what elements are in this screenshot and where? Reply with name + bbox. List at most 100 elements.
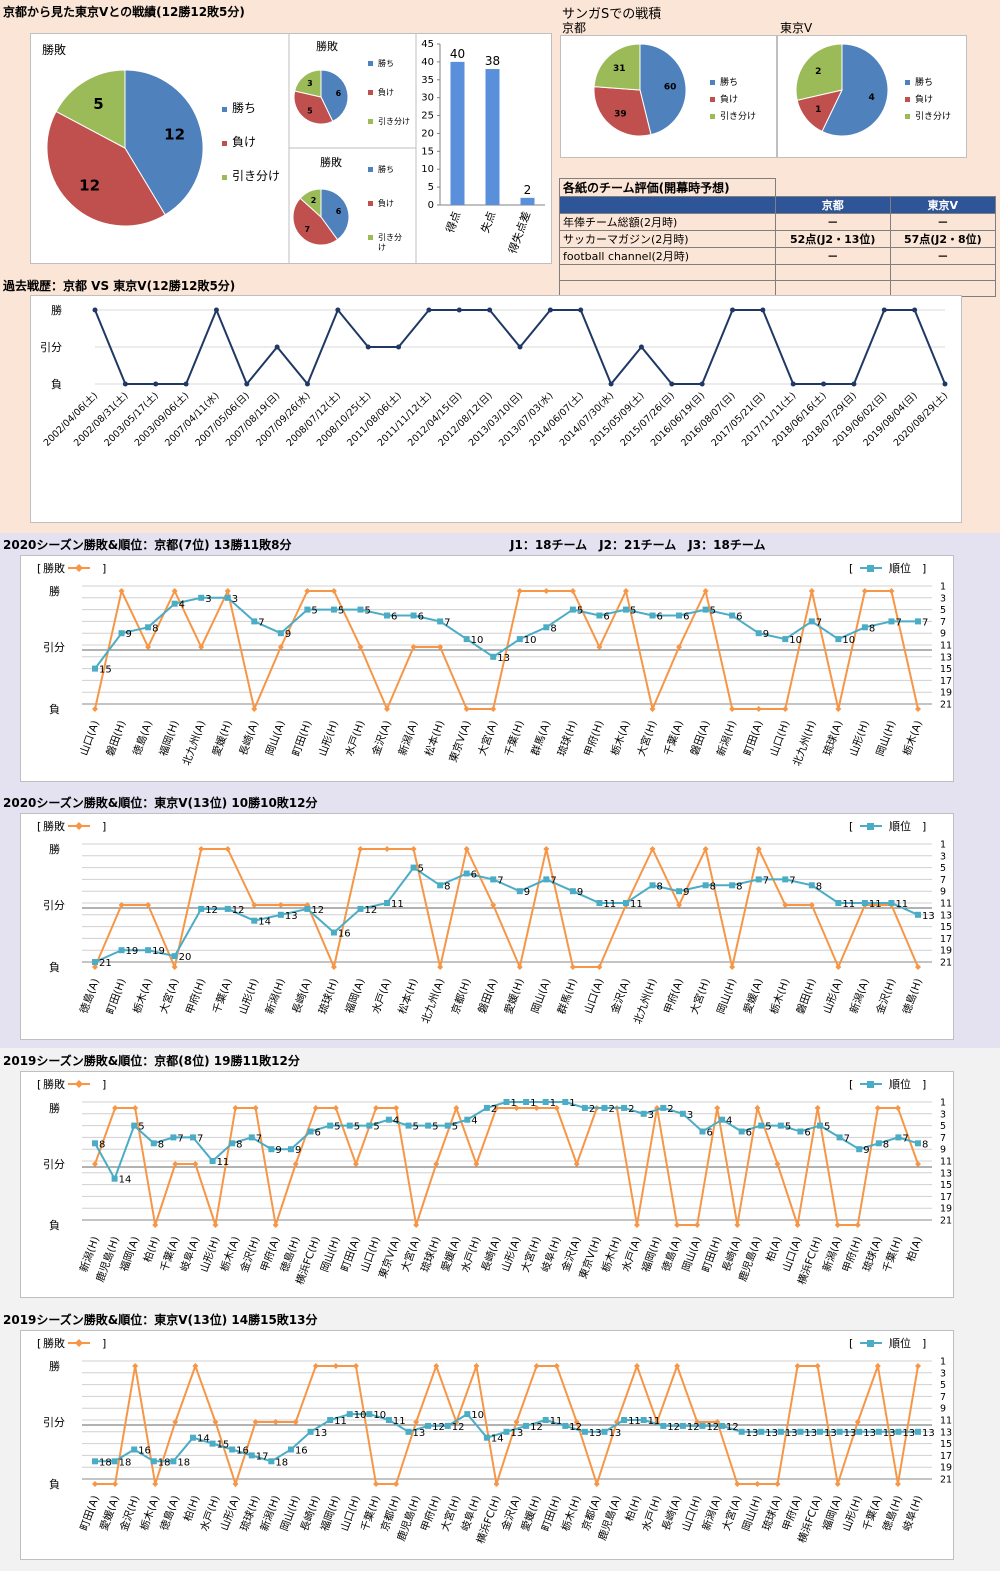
- goals-bar-value: 2: [524, 183, 532, 197]
- small-pie-1-label: 6: [336, 89, 342, 98]
- s2020-kyoto-opponent-label: 徳島(A): [130, 719, 155, 758]
- s2020-tokyo-rank-tick: 19: [940, 946, 952, 957]
- s2019-tokyo-rank-point: [248, 1452, 255, 1459]
- s2020-kyoto-result-point: [437, 644, 444, 650]
- sanga-kyoto-pie-slice: [639, 43, 687, 136]
- s2019-tokyo-rank-point: [542, 1417, 549, 1423]
- s2019-kyoto-result-point: [874, 1105, 881, 1111]
- s2019-tokyo-rank-tick: 3: [940, 1368, 946, 1379]
- s2020-kyoto-result-point: [384, 706, 391, 712]
- h2h-date-label: 2014/07/30(水): [557, 390, 616, 449]
- s2019-tokyo-result-point: [252, 1419, 259, 1425]
- s2020-tokyo-rank-tick: 11: [940, 899, 952, 910]
- s2019-tokyo-rank-value: 18: [158, 1457, 171, 1468]
- s2019-tokyo-result-point: [513, 1419, 520, 1425]
- s2019-kyoto-opponent-label: 柏(A): [763, 1235, 784, 1264]
- s2019-tokyo-rank-point: [307, 1428, 314, 1435]
- h2h-date-label: 2008/10/25(土): [314, 390, 373, 449]
- goals-bar: [485, 69, 500, 206]
- s2020-tokyo-opponent-label: 松本(H): [395, 977, 420, 1016]
- s2020-tokyo-result-point: [330, 964, 337, 970]
- small-pie-1-legend-swatch: [368, 61, 373, 66]
- h2h-point: [699, 381, 705, 387]
- goals-bar: [520, 197, 535, 205]
- s2020-tokyo-rank-value: 6: [471, 870, 477, 881]
- s2019-kyoto-legend-result-marker: [75, 1080, 83, 1088]
- s2019-kyoto-rank-point: [601, 1104, 608, 1111]
- s2020-kyoto-rank-value: 7: [258, 617, 264, 628]
- small-pie-1-label: 3: [307, 79, 313, 88]
- s2020-kyoto-opponent-label: 琉球(A): [821, 719, 846, 758]
- s2020-kyoto-rank-point: [92, 665, 98, 672]
- s2019-tokyo-rank-value: 13: [804, 1428, 817, 1439]
- s2020-kyoto-rank-value: 9: [285, 629, 291, 640]
- s2019-kyoto-opponent-label: 柏(A): [904, 1235, 925, 1264]
- s2019-kyoto-rank-value: 2: [491, 1104, 497, 1115]
- s2020-tokyo-opponent-label: 大宮(H): [688, 977, 713, 1016]
- s2019-tokyo-result-point: [373, 1481, 380, 1487]
- s2019-tokyo-rank-point: [111, 1458, 118, 1465]
- s2019-kyoto-rank-value: 5: [373, 1122, 379, 1133]
- s2019-tokyo-rank-value: 11: [648, 1416, 661, 1427]
- s2019-kyoto-rank-point: [738, 1128, 745, 1135]
- goals-tick-label: 35: [421, 75, 434, 86]
- rating-row-label: 年俸チーム総額(2月時): [559, 213, 776, 231]
- small-pie-2-legend-label: 負け: [378, 198, 394, 208]
- s2019-tokyo-rank-value: 12: [706, 1422, 719, 1433]
- s2020-kyoto-opponent-label: 栃木(A): [900, 719, 925, 758]
- s2019-tokyo-rank-value: 10: [373, 1410, 386, 1421]
- s2019-kyoto-result-point: [352, 1161, 359, 1167]
- s2019-kyoto-rank-point: [699, 1128, 706, 1135]
- s2020-tokyo-result-point: [118, 902, 125, 908]
- small-pie-1-legend-swatch: [368, 90, 373, 95]
- s2019-kyoto-rank-value: 5: [824, 1122, 830, 1133]
- h2h-date-label: 2012/08/12(日): [436, 390, 494, 448]
- s2019-tokyo-y-label: 負: [49, 1478, 60, 1491]
- s2020-kyoto-opponent-label: 愛媛(H): [210, 719, 235, 758]
- s2019-tokyo-result-point: [633, 1363, 640, 1369]
- s2020-kyoto-rank-line: [94, 596, 918, 670]
- sanga-kyoto-legend-label: 勝ち: [720, 76, 738, 88]
- h2h-point: [335, 307, 341, 313]
- s2019-kyoto-rank-value: 1: [569, 1098, 575, 1109]
- s2019-tokyo-rank-tick: 7: [940, 1392, 946, 1403]
- s2019-kyoto-legend-rank-marker: [867, 1081, 874, 1088]
- s2020-kyoto-rank-value: 7: [895, 617, 901, 628]
- s2020-kyoto-legend-bracket: [: [849, 562, 853, 575]
- s2020-kyoto-result-point: [755, 706, 762, 712]
- s2020-kyoto-opponent-label: 北九州(A): [181, 719, 208, 767]
- s2019-tokyo-rank-point: [640, 1417, 647, 1423]
- small-pie-1-slice: [293, 90, 334, 125]
- s2019-tokyo-rank-point: [797, 1428, 804, 1435]
- h2h-date-label: 2008/07/12(土): [284, 390, 343, 449]
- s2019-kyoto-rank-value: 1: [550, 1098, 556, 1109]
- s2020-tokyo-legend-rank-label: 順位: [889, 819, 911, 833]
- overall-legend-label: 負け: [232, 135, 256, 149]
- overall-legend-swatch: [222, 107, 227, 112]
- s2020-kyoto-result-point: [304, 588, 311, 594]
- h2h-date-label: 2003/05/17(土): [102, 390, 161, 449]
- h2h-date-label: 2018/06/16(土): [770, 390, 829, 449]
- s2019-kyoto-rank-value: 5: [354, 1122, 360, 1133]
- s2020-kyoto-rank-point: [437, 618, 444, 625]
- s2020-tokyo-rank-value: 11: [630, 899, 643, 910]
- sanga-tokyo-legend-swatch: [905, 97, 910, 102]
- s2020-tokyo-opponent-label: 岡山(H): [715, 977, 739, 1016]
- goals-tick-label: 25: [421, 111, 434, 122]
- h2h-date-label: 2017/11/11(土): [739, 390, 798, 449]
- h2h-point: [821, 381, 827, 387]
- s2019-kyoto-rank-point: [444, 1122, 451, 1129]
- s2019-kyoto-result-point: [413, 1222, 420, 1228]
- sanga-tokyo-pie-slice: [821, 43, 889, 137]
- s2019-kyoto-rank-tick: 7: [940, 1133, 946, 1144]
- s2020-kyoto-rank-value: 7: [444, 617, 450, 628]
- overall-pie-label: 12: [164, 125, 185, 143]
- s2020-kyoto-opponent-label: 東京V(A): [446, 719, 473, 764]
- s2019-tokyo-result-point: [814, 1363, 821, 1369]
- s2020-kyoto-rank-point: [729, 612, 736, 619]
- s2020-tokyo-rank-point: [808, 882, 815, 889]
- h2h-date-label: 2007/09/26(水): [253, 390, 312, 449]
- s2020-tokyo-rank-value: 9: [683, 887, 689, 898]
- s2019-tokyo-result-line: [95, 1362, 919, 1488]
- h2h-point: [912, 307, 918, 313]
